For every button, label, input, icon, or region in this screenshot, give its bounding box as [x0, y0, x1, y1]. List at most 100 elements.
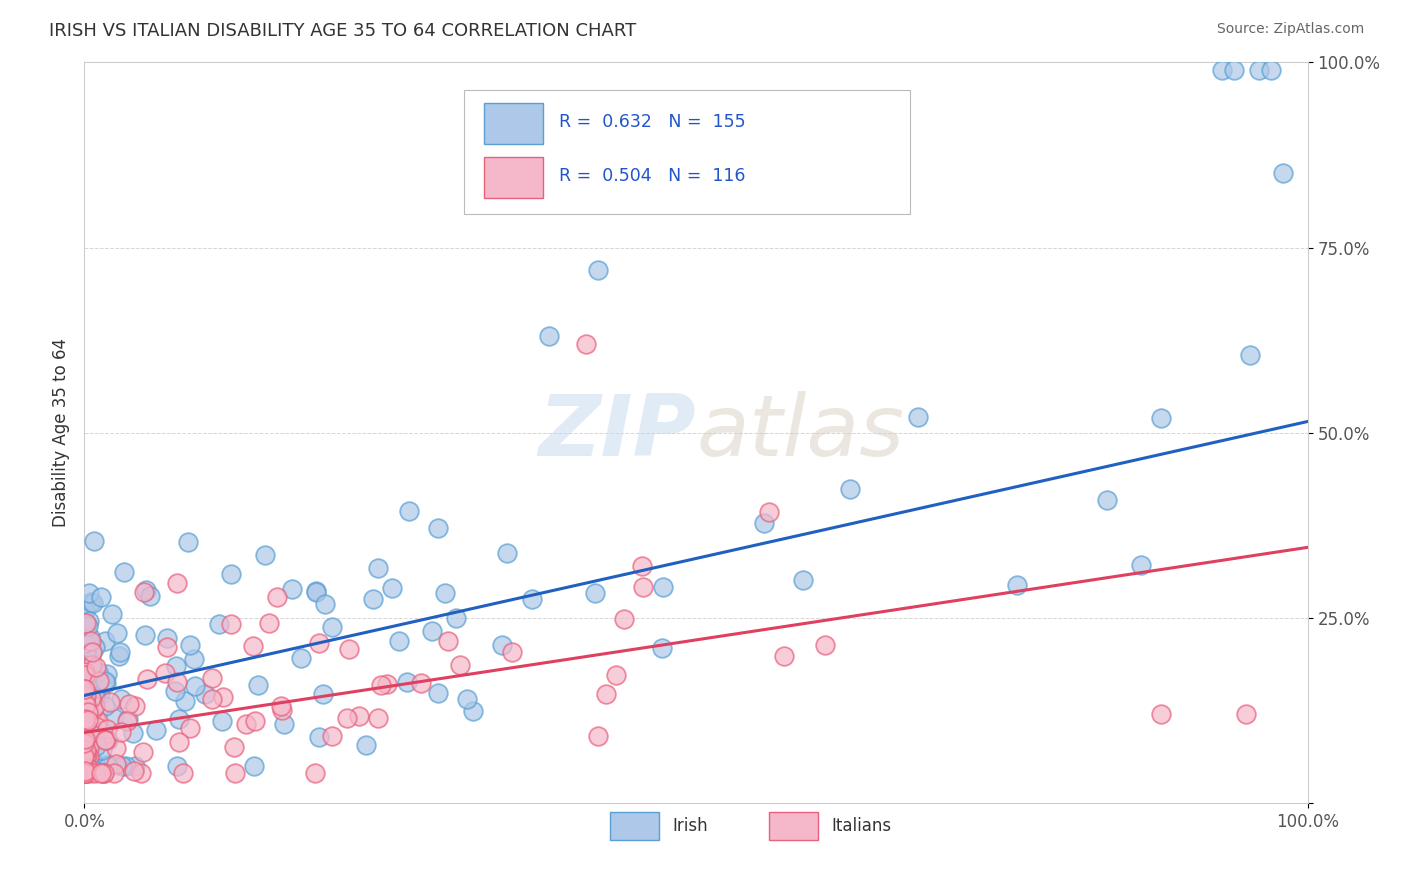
- Point: [73, 688, 96, 702]
- Point: [103, 711, 125, 725]
- Point: [124, 699, 146, 714]
- Point: [83, 698, 105, 713]
- Point: [122, 764, 145, 778]
- Point: [82, 755, 104, 769]
- Point: [73, 707, 96, 722]
- Point: [104, 757, 127, 772]
- Point: [80, 594, 103, 608]
- Point: [75, 689, 97, 703]
- Point: [77, 641, 100, 656]
- Point: [89, 688, 111, 702]
- Point: [73, 766, 96, 780]
- Point: [337, 641, 360, 656]
- Point: [165, 658, 187, 673]
- Point: [73, 623, 96, 637]
- Point: [80, 690, 103, 705]
- Point: [336, 711, 359, 725]
- Point: [75, 749, 97, 764]
- Point: [75, 766, 97, 780]
- Point: [201, 671, 224, 685]
- Point: [82, 645, 104, 659]
- Point: [1150, 410, 1173, 425]
- Point: [76, 762, 98, 776]
- Point: [73, 758, 96, 772]
- Point: [79, 657, 101, 672]
- Point: [108, 648, 131, 663]
- Point: [388, 634, 411, 648]
- Point: [110, 692, 132, 706]
- Point: [651, 640, 673, 655]
- Point: [347, 709, 370, 723]
- Point: [77, 741, 100, 756]
- Point: [839, 482, 862, 496]
- Point: [124, 758, 146, 772]
- Point: [115, 714, 138, 729]
- Point: [242, 639, 264, 653]
- Point: [257, 616, 280, 631]
- Point: [145, 723, 167, 737]
- Point: [73, 673, 96, 688]
- Point: [167, 734, 190, 748]
- Point: [395, 675, 418, 690]
- Point: [86, 727, 108, 741]
- Point: [94, 676, 117, 690]
- Text: Italians: Italians: [832, 817, 891, 835]
- Point: [90, 590, 112, 604]
- Point: [75, 646, 97, 660]
- Point: [79, 747, 101, 762]
- Point: [75, 764, 97, 778]
- Point: [427, 521, 450, 535]
- Point: [501, 645, 523, 659]
- Point: [174, 694, 197, 708]
- Point: [84, 659, 107, 673]
- Point: [245, 714, 267, 728]
- Point: [321, 619, 343, 633]
- Point: [155, 665, 177, 680]
- Point: [79, 630, 101, 644]
- Point: [308, 731, 330, 745]
- FancyBboxPatch shape: [484, 103, 543, 144]
- Point: [1211, 62, 1233, 77]
- Point: [496, 546, 519, 560]
- Point: [73, 766, 96, 780]
- Point: [73, 600, 96, 615]
- Point: [75, 719, 97, 733]
- Point: [73, 664, 96, 678]
- Point: [117, 712, 139, 726]
- Point: [73, 758, 96, 772]
- Point: [89, 674, 111, 689]
- Point: [111, 758, 134, 772]
- Point: [97, 758, 120, 772]
- Point: [96, 723, 118, 737]
- Point: [122, 725, 145, 739]
- Point: [1223, 62, 1246, 77]
- Point: [194, 687, 217, 701]
- Point: [75, 699, 97, 714]
- Point: [73, 617, 96, 632]
- Point: [73, 758, 96, 772]
- Point: [79, 586, 101, 600]
- Point: [381, 582, 404, 596]
- Point: [75, 671, 97, 685]
- Point: [76, 713, 98, 727]
- Point: [630, 558, 652, 573]
- FancyBboxPatch shape: [769, 812, 818, 840]
- Point: [79, 749, 101, 764]
- Point: [73, 758, 96, 772]
- Point: [73, 635, 96, 649]
- Point: [82, 693, 104, 707]
- Point: [367, 561, 389, 575]
- Point: [305, 583, 328, 598]
- Point: [75, 766, 97, 780]
- Point: [73, 669, 96, 683]
- Point: [73, 669, 96, 683]
- Point: [586, 729, 609, 743]
- Point: [73, 687, 96, 701]
- Point: [73, 694, 96, 708]
- Point: [456, 691, 478, 706]
- Point: [361, 591, 384, 606]
- Point: [321, 729, 343, 743]
- Point: [129, 766, 152, 780]
- Point: [105, 626, 128, 640]
- Point: [538, 329, 561, 343]
